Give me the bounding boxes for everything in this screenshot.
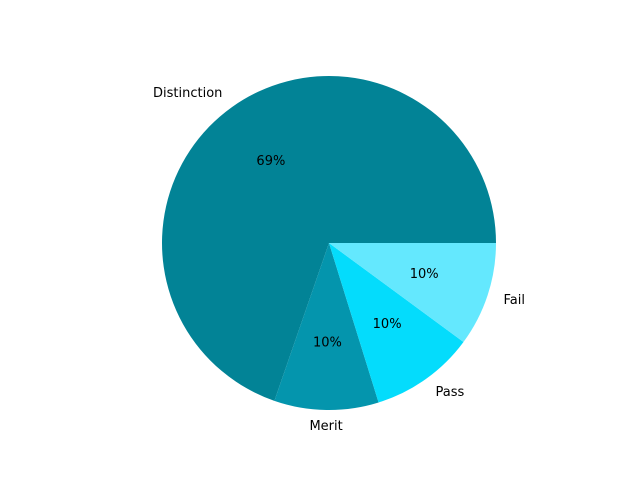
slice-percent-fail: 10% [410, 267, 439, 282]
pie-slice-fail [329, 243, 496, 343]
slice-percent-merit: 10% [313, 336, 342, 351]
slice-label-pass: Pass [436, 385, 465, 400]
slice-label-merit: Merit [309, 419, 342, 434]
pie-slice-pass [329, 243, 464, 403]
slice-label-distinction: Distinction [153, 86, 222, 101]
pie-slice-distinction [161, 76, 496, 401]
slice-percent-pass: 10% [373, 317, 402, 332]
slice-label-fail: Fail [504, 293, 525, 308]
slice-percent-distinction: 69% [256, 154, 285, 169]
pie-slice-merit [274, 243, 379, 411]
